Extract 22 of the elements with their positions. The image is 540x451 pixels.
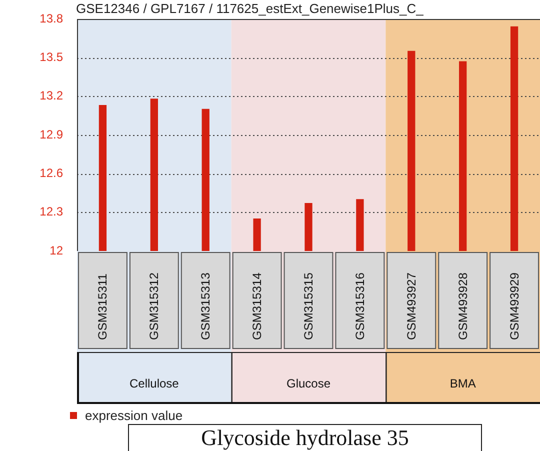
- x-tick-label: GSM315312: [147, 272, 162, 340]
- legend-label: expression value: [85, 408, 183, 423]
- x-tick-label: GSM315316: [352, 272, 367, 340]
- y-tick-label: 12: [50, 243, 64, 258]
- text: Glycoside hydrolase 35: [128, 424, 482, 451]
- y-tick-label: 13.2: [40, 88, 64, 103]
- y-tick-label: 13.5: [40, 50, 64, 64]
- y-tick-label: 12.6: [40, 166, 64, 180]
- x-tick-label: GSM493929: [507, 272, 522, 340]
- x-tick-label: GSM493927: [404, 272, 418, 340]
- x-tick-label: GSM315311: [96, 273, 110, 340]
- band-label: Cellulose: [129, 376, 180, 390]
- x-tick-label: GSM315314: [250, 272, 264, 340]
- band-label: BMA: [450, 376, 476, 390]
- band-label: Glucose: [286, 376, 331, 390]
- x-tick-label: GSM315313: [198, 272, 213, 340]
- y-tick-label: 13.8: [40, 11, 64, 26]
- y-tick-label: 12.3: [40, 204, 64, 219]
- y-tick-label: 12.9: [40, 127, 64, 142]
- chart-title: GSE12346 / GPL7167 / 117625_estExt_Genewise1Plus_C_: [76, 1, 424, 16]
- x-tick-label: GSM315315: [302, 272, 316, 340]
- x-tick-label: GSM493928: [456, 272, 470, 340]
